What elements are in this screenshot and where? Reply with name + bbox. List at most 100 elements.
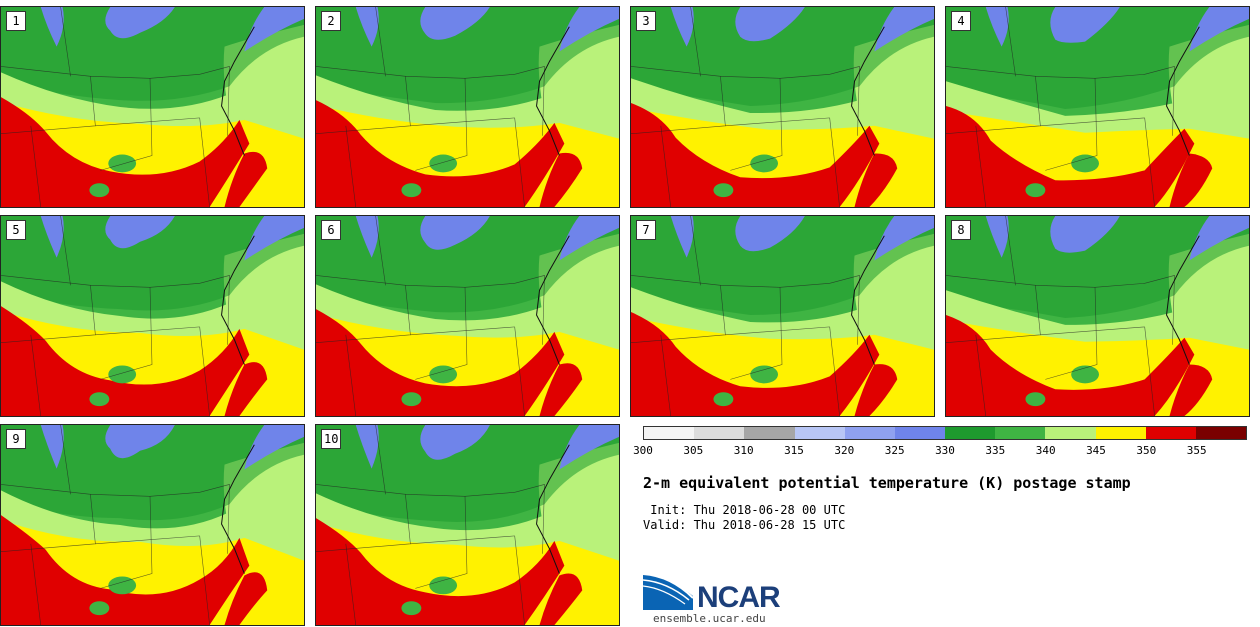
state-boundary bbox=[199, 66, 230, 136]
coastline bbox=[221, 444, 255, 574]
state-boundary bbox=[1144, 326, 1155, 416]
colorbar-segment bbox=[1195, 427, 1247, 439]
field-green-blob bbox=[713, 392, 734, 407]
great-lakes bbox=[420, 216, 490, 250]
plot-title: 2-m equivalent potential temperature (K)… bbox=[643, 474, 1131, 492]
state-boundary bbox=[316, 484, 411, 553]
member-panel-3: 3 bbox=[630, 6, 935, 208]
state-boundary bbox=[30, 334, 42, 416]
field-red-region bbox=[1, 306, 250, 416]
field-green-blob bbox=[89, 601, 110, 616]
member-panel-8: 8 bbox=[945, 215, 1250, 417]
state-boundary bbox=[946, 66, 1041, 135]
map-7 bbox=[631, 216, 934, 416]
coastline bbox=[1166, 235, 1200, 365]
field-light-band bbox=[946, 81, 1185, 136]
coastline bbox=[536, 235, 570, 365]
field-north-band bbox=[1, 425, 304, 521]
field-north-band bbox=[631, 7, 934, 107]
colorbar-tick: 350 bbox=[1136, 444, 1157, 457]
colorbar-tick: 355 bbox=[1186, 444, 1207, 457]
field-green-blob bbox=[89, 392, 110, 407]
map-5 bbox=[1, 216, 304, 416]
state-boundary bbox=[415, 78, 468, 171]
field-red-region bbox=[631, 103, 880, 207]
coastline bbox=[221, 235, 255, 365]
coastline bbox=[536, 444, 570, 574]
map-8 bbox=[946, 216, 1249, 416]
lake-michigan bbox=[355, 425, 379, 469]
field-northeast bbox=[559, 216, 619, 261]
map-9 bbox=[1, 425, 304, 625]
field-north-band bbox=[316, 7, 619, 104]
state-boundary bbox=[100, 78, 153, 171]
member-panel-9: 9 bbox=[0, 424, 305, 626]
field-red-region bbox=[1, 97, 250, 207]
map-10 bbox=[316, 425, 619, 625]
member-label: 4 bbox=[951, 11, 971, 31]
state-boundary bbox=[514, 535, 525, 625]
colorbar-segment bbox=[894, 427, 946, 439]
colorbar-tick: 335 bbox=[985, 444, 1006, 457]
field-red-streak bbox=[224, 362, 268, 416]
colorbar-segment bbox=[995, 427, 1046, 439]
state-boundary bbox=[199, 117, 210, 207]
state-boundary bbox=[829, 275, 860, 345]
great-lakes bbox=[105, 7, 175, 39]
state-boundary bbox=[95, 117, 200, 127]
field-north-band bbox=[1, 7, 304, 101]
colorbar-tick: 310 bbox=[733, 444, 754, 457]
field-light-band bbox=[316, 75, 555, 136]
lake-michigan bbox=[40, 425, 64, 469]
field-green-blob bbox=[89, 183, 110, 198]
state-boundary bbox=[1, 484, 96, 553]
state-boundary bbox=[60, 7, 71, 77]
field-north-band bbox=[316, 425, 619, 522]
map-2 bbox=[316, 7, 619, 207]
state-boundary bbox=[1040, 326, 1145, 336]
colorbar-segment bbox=[744, 427, 795, 439]
colorbar-tick: 325 bbox=[884, 444, 905, 457]
state-boundary bbox=[415, 496, 468, 589]
state-boundary bbox=[514, 117, 525, 207]
member-label: 6 bbox=[321, 220, 341, 240]
great-lakes bbox=[1050, 7, 1120, 43]
state-boundary bbox=[1045, 78, 1098, 171]
state-boundary bbox=[345, 543, 357, 625]
colorbar-tick: 300 bbox=[633, 444, 653, 457]
coastline bbox=[851, 235, 885, 365]
field-red-region bbox=[631, 312, 880, 416]
member-label: 9 bbox=[6, 429, 26, 449]
field-red-streak bbox=[1169, 364, 1213, 416]
state-boundary bbox=[725, 326, 830, 336]
coastline bbox=[536, 26, 570, 156]
field-red-streak bbox=[539, 573, 583, 625]
field-north-band bbox=[631, 216, 934, 316]
field-northeast bbox=[244, 7, 304, 52]
state-boundary bbox=[1005, 7, 1016, 77]
state-boundary bbox=[829, 66, 860, 136]
field-green-blob bbox=[108, 576, 137, 595]
colorbar-tick: 345 bbox=[1086, 444, 1106, 457]
state-boundary bbox=[410, 326, 515, 336]
state-boundary bbox=[316, 66, 411, 135]
field-light-band bbox=[1, 72, 240, 136]
state-boundary bbox=[660, 125, 672, 207]
field-red-region bbox=[316, 100, 565, 207]
field-green-blob bbox=[1071, 154, 1099, 173]
great-lakes bbox=[420, 425, 490, 460]
member-label: 10 bbox=[321, 429, 342, 449]
field-green-blob bbox=[108, 154, 137, 173]
state-boundary bbox=[690, 7, 701, 77]
state-boundary bbox=[690, 216, 701, 286]
field-green-blob bbox=[713, 183, 734, 198]
colorbar-tick: 340 bbox=[1035, 444, 1056, 457]
colorbar bbox=[643, 426, 1247, 440]
field-red-streak bbox=[224, 572, 268, 625]
state-boundary bbox=[725, 117, 830, 127]
state-boundary bbox=[95, 326, 200, 336]
colorbar-segment bbox=[945, 427, 996, 439]
state-boundary bbox=[660, 334, 672, 416]
state-boundary bbox=[30, 125, 42, 207]
field-light-band bbox=[1, 281, 240, 345]
